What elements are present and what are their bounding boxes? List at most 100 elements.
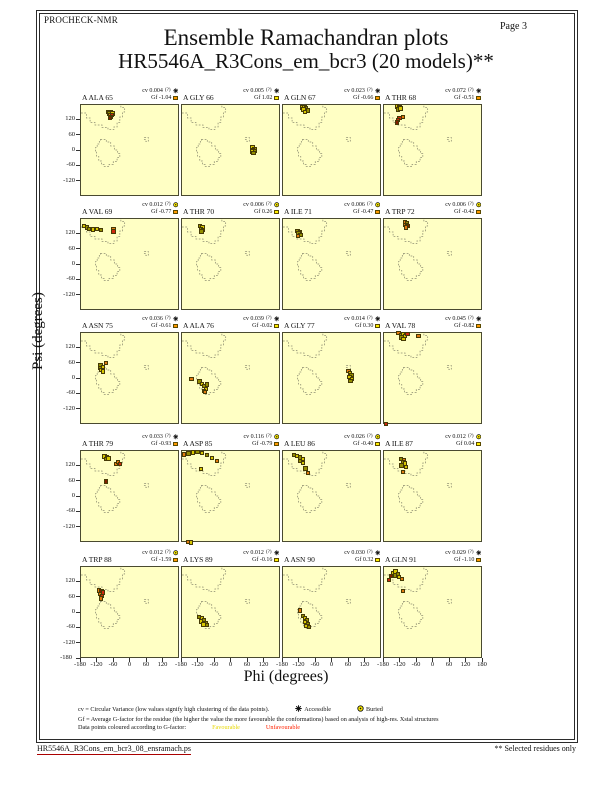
gf-color-swatch (476, 558, 481, 563)
plot-stats: cv 0.005 (?) Gf 1.02 (243, 87, 279, 102)
data-point (303, 109, 308, 115)
y-axis-tick-label: 60 (68, 476, 76, 484)
accessible-star-icon (273, 316, 279, 322)
cv-value: cv 0.005 (243, 87, 264, 94)
plot-stats: cv 0.030 (?) Gf 0.32 (344, 549, 380, 564)
gf-value: Gf -0.79 (252, 441, 273, 448)
data-point (199, 229, 204, 234)
region-contours (384, 219, 452, 281)
gf-value: Gf 0.04 (456, 441, 475, 448)
region-contours (81, 567, 149, 629)
plot-cell (282, 332, 381, 424)
axis-tick (76, 626, 80, 628)
region-contours (384, 567, 452, 629)
gf-line: Gf -0.77 (142, 209, 178, 217)
data-point (405, 331, 410, 337)
axis-tick (76, 294, 80, 296)
y-axis-tick-label: -60 (66, 389, 75, 397)
gf-line: Gf 1.02 (243, 95, 279, 103)
x-axis-tick-label: -120 (292, 661, 305, 668)
gf-line: Gf -1.04 (142, 95, 178, 103)
axis-tick (162, 658, 163, 662)
data-point (300, 461, 305, 466)
cv-footnote: (?) (366, 550, 373, 556)
page-number: Page 3 (500, 21, 527, 32)
plot-cell (181, 449, 280, 545)
axis-tick (76, 346, 80, 348)
plot-stats: cv 0.072 (?) Gf -0.51 (445, 87, 481, 102)
axis-tick (415, 658, 417, 662)
plot-stats: cv 0.012 (?) Gf -0.16 (243, 549, 279, 564)
data-point (199, 381, 204, 387)
axis-tick (76, 180, 80, 182)
gf-value: Gf -1.10 (454, 557, 475, 564)
data-point (107, 115, 113, 120)
cv-line: cv 0.036 (?) (142, 315, 178, 323)
region-contours (384, 105, 452, 167)
residue-label: A THR 68 (385, 93, 417, 102)
cv-line: cv 0.012 (?) (243, 549, 279, 557)
buried-circle-icon (374, 434, 380, 440)
accessible-star-icon (172, 88, 178, 94)
data-point (190, 450, 196, 455)
plot-cell (383, 566, 482, 658)
cv-footnote: (?) (467, 202, 474, 208)
gf-color-swatch (375, 324, 380, 329)
page-frame (36, 10, 578, 743)
gf-line: Gf -1.59 (142, 557, 178, 565)
plot-stats: cv 0.014 (?) Gf 0.30 (344, 315, 380, 330)
gf-color-swatch (274, 442, 279, 447)
cv-line: cv 0.012 (?) (142, 201, 178, 209)
residue-label: A THR 70 (183, 207, 215, 216)
region-contours (81, 219, 149, 281)
gf-value: Gf -0.77 (151, 209, 172, 216)
data-point (416, 333, 421, 339)
x-axis-tick-label: -180 (74, 661, 86, 668)
residue-label: A ILE 87 (385, 439, 413, 448)
axis-tick (76, 657, 80, 659)
cv-footnote: (?) (164, 316, 171, 322)
region-contours (81, 451, 149, 513)
cv-line: cv 0.004 (?) (142, 87, 178, 95)
y-axis-tick-label: 0 (71, 608, 75, 615)
region-contours (283, 451, 351, 513)
cv-value: cv 0.036 (142, 315, 163, 322)
y-axis-tick-label: -120 (63, 638, 75, 646)
buried-circle-icon (357, 705, 364, 716)
gf-line: Gf -0.42 (445, 209, 481, 217)
legend: cv = Circular Variance (low values signi… (78, 705, 439, 733)
y-axis-tick-label: 120 (65, 229, 75, 237)
data-point (197, 379, 202, 384)
plot-stats: cv 0.006 (?) Gf -0.47 (344, 201, 380, 216)
buried-circle-icon (172, 202, 178, 208)
axis-tick (76, 149, 80, 151)
residue-label: A TRP 72 (385, 207, 415, 216)
plot-annotation: A ILE 71 cv 0.006 (?) Gf -0.47 (283, 201, 381, 217)
plot-cell (80, 104, 179, 196)
cv-value: cv 0.029 (445, 549, 466, 556)
y-axis-tick-label: 60 (68, 244, 76, 252)
axis-tick (448, 658, 450, 662)
residue-label: A TRP 88 (82, 555, 112, 564)
data-point (393, 569, 398, 574)
gf-line: Gf -0.82 (445, 323, 481, 331)
gf-line: Gf -0.02 (243, 323, 279, 331)
cv-line: cv 0.045 (?) (445, 315, 481, 323)
cv-value: cv 0.072 (445, 87, 466, 94)
axis-tick (76, 480, 80, 482)
axis-tick (76, 510, 80, 512)
data-point (199, 450, 204, 456)
buried-label: Buried (366, 706, 383, 713)
gf-line: Gf 0.04 (445, 441, 481, 449)
cv-footnote: (?) (467, 550, 474, 556)
cv-footnote: (?) (164, 88, 171, 94)
legend-line-colour: Data points coloured according to G-fact… (78, 724, 300, 732)
plot-annotation: A ILE 87 cv 0.012 (?) Gf 0.04 (384, 433, 482, 449)
residue-label: A VAL 78 (385, 321, 416, 330)
plot-annotation: A ASP 85 cv 0.116 (?) Gf -0.79 (182, 433, 280, 449)
data-point (106, 456, 111, 461)
accessible-star-icon (475, 550, 481, 556)
data-point (215, 459, 220, 464)
region-contours (182, 567, 250, 629)
plot-cell (181, 566, 280, 658)
